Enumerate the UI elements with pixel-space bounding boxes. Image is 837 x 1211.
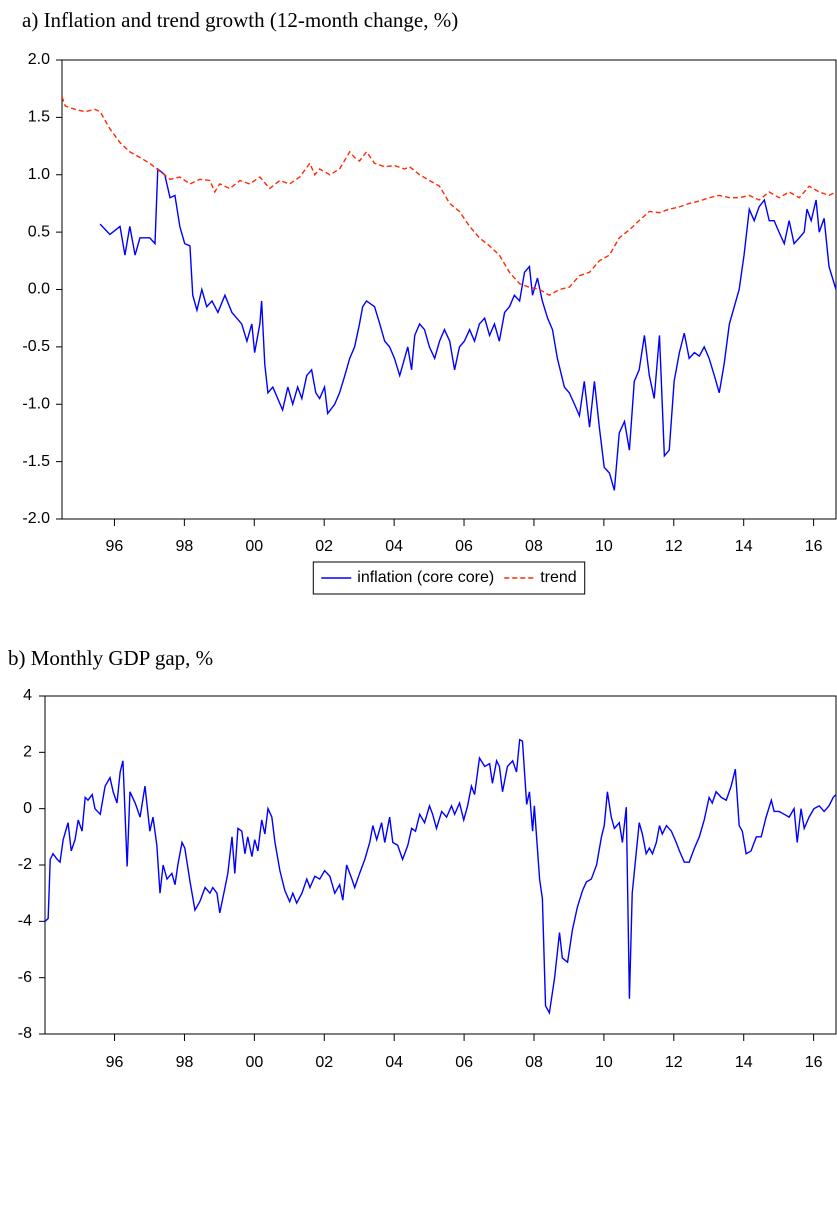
x-tick-label: 14 [735, 538, 753, 555]
data-line [45, 738, 837, 1016]
y-tick-label: -1.5 [22, 453, 50, 470]
y-tick-label: 0.0 [28, 281, 50, 298]
legend: inflation (core core) trend [312, 561, 586, 595]
x-tick-label: 08 [525, 538, 543, 555]
y-tick-label: -4 [18, 913, 32, 930]
x-tick-label: 06 [455, 538, 473, 555]
y-tick-label: 2.0 [28, 51, 50, 68]
y-tick-label: 0.5 [28, 223, 50, 240]
y-tick-label: 4 [23, 687, 32, 704]
x-tick-label: 00 [245, 1054, 263, 1071]
legend-label: inflation (core core) [357, 569, 494, 586]
legend-box [312, 561, 586, 595]
y-tick-label: -2 [18, 856, 32, 873]
y-tick-label: 0 [23, 800, 32, 817]
x-tick-label: 02 [315, 1054, 333, 1071]
y-tick-label: 2 [23, 744, 32, 761]
x-tick-label: 06 [455, 1054, 473, 1071]
x-tick-label: 10 [595, 1054, 613, 1071]
data-line [62, 96, 837, 297]
y-tick-label: 1.5 [28, 109, 50, 126]
x-tick-label: 08 [525, 1054, 543, 1071]
x-tick-label: 96 [106, 538, 124, 555]
plot-frame [61, 59, 837, 520]
x-tick-label: 96 [106, 1054, 124, 1071]
x-tick-label: 14 [735, 1054, 753, 1071]
chart-title: a) Inflation and trend growth (12-month … [22, 8, 458, 32]
x-tick-label: 12 [665, 538, 683, 555]
x-tick-label: 16 [805, 1054, 823, 1071]
x-tick-label: 98 [176, 1054, 194, 1071]
x-tick-label: 04 [385, 538, 403, 555]
y-tick-label: -6 [18, 969, 32, 986]
y-tick-label: -8 [18, 1025, 32, 1042]
x-tick-label: 16 [805, 538, 823, 555]
legend-label: trend [540, 569, 576, 586]
y-tick-label: -0.5 [22, 338, 50, 355]
y-tick-label: -2.0 [22, 510, 50, 527]
x-tick-label: 04 [385, 1054, 403, 1071]
x-tick-label: 12 [665, 1054, 683, 1071]
x-tick-label: 98 [175, 538, 193, 555]
data-line [99, 167, 837, 491]
chart-title: b) Monthly GDP gap, % [8, 646, 213, 670]
x-tick-label: 00 [245, 538, 263, 555]
y-tick-label: -1.0 [22, 395, 50, 412]
y-tick-label: 1.0 [28, 166, 50, 183]
x-tick-label: 10 [595, 538, 613, 555]
x-tick-label: 02 [315, 538, 333, 555]
